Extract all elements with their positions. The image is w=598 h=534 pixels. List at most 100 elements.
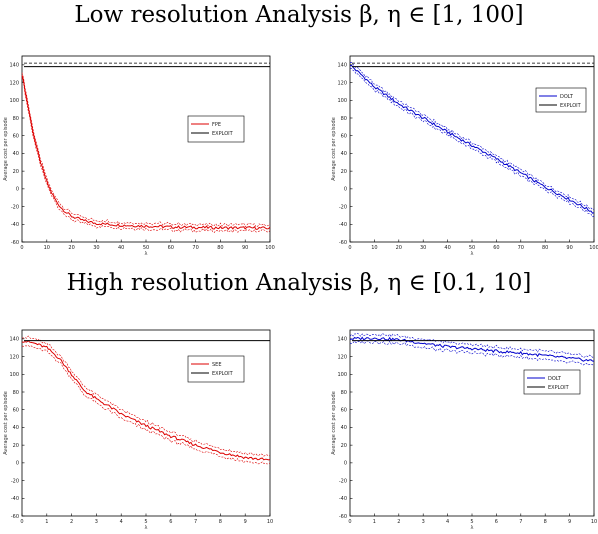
y-tick-label: 60 [341,408,347,414]
x-tick-label: 0 [20,519,23,525]
plot-frame [349,55,595,243]
legend-label-exploit: EXPLOIT [212,131,234,137]
y-tick-label: -40 [339,222,347,228]
x-tick-label: 100 [589,245,598,251]
y-tick-label: 20 [13,443,19,449]
x-tick-label: 80 [542,245,548,251]
series-band-lower-dolt [349,68,595,218]
x-tick-label: 20 [396,245,402,251]
legend-box [187,115,245,143]
y-axis-label: Average cost per episode [3,391,9,455]
y-tick-label: 140 [9,337,19,343]
y-tick-label: 0 [16,187,19,193]
x-tick-label: 50 [143,245,149,251]
series-band-lower-dolt [349,340,595,366]
x-tick-label: 2 [397,519,400,525]
y-tick-label: 80 [13,116,19,122]
series-band-upper-fpe [21,72,271,228]
y-tick-label: 120 [9,354,19,360]
x-tick-label: 10 [267,519,273,525]
x-tick-label: 1 [373,519,376,525]
y-tick-label: 100 [337,372,347,378]
y-tick-label: 140 [337,63,347,69]
x-tick-label: 70 [192,245,198,251]
legend-box [523,369,581,395]
y-tick-label: -60 [339,240,347,246]
y-tick-label: 120 [337,354,347,360]
y-tick-label: -60 [11,514,19,520]
y-tick-label: 80 [341,390,347,396]
series-line-fpe [21,74,271,230]
x-tick-label: 0 [348,245,351,251]
series-band-lower-see [21,345,271,465]
y-tick-label: -20 [11,204,19,210]
x-tick-label: 20 [68,245,74,251]
x-tick-label: 8 [544,519,547,525]
x-tick-label: 60 [493,245,499,251]
series-band-upper-dolt [349,332,595,358]
y-tick-label: 0 [344,461,347,467]
y-axis-label: Average cost per episode [3,117,9,181]
x-tick-label: 90 [242,245,248,251]
x-tick-label: 6 [169,519,172,525]
y-tick-label: -60 [11,240,19,246]
x-tick-label: 9 [568,519,571,525]
x-tick-label: 10 [44,245,50,251]
y-tick-label: 140 [9,63,19,69]
x-axis-label: λ [471,251,474,257]
x-tick-label: 60 [168,245,174,251]
y-tick-label: 140 [337,337,347,343]
y-tick-label: 100 [9,98,19,104]
series-band-upper-dolt [349,62,595,210]
y-tick-label: -20 [339,478,347,484]
y-tick-label: 60 [341,134,347,140]
y-tick-label: 40 [13,425,19,431]
series-line-see [21,340,271,461]
x-axis-label: λ [471,525,474,531]
x-tick-label: 1 [45,519,48,525]
y-tick-label: -20 [339,204,347,210]
y-tick-label: -40 [339,496,347,502]
x-tick-label: 4 [446,519,449,525]
x-tick-label: 100 [265,245,275,251]
x-tick-label: 90 [566,245,572,251]
y-tick-label: 20 [341,169,347,175]
legend-label-dolt: DOLT [560,94,574,100]
y-axis-label: Average cost per episode [331,391,337,455]
chart-low-fpe: 0 10 20 30 40 50 60 70 80 90 100 -60 -40 -20 0 20 40 60 80… [3,55,275,257]
legend-label-exploit: EXPLOIT [560,103,582,109]
x-tick-label: 30 [420,245,426,251]
series-line-dolt [349,64,595,214]
high-resolution-title: High resolution Analysis β, η ∈ [0.1, 10… [66,270,532,296]
chart-high-dolt: 0 1 2 3 4 5 6 7 8 9 10 -60 -40 -20 0 20 40 60 80 100 120 140 λ… [331,329,597,531]
series-band-lower-fpe [21,77,271,233]
x-axis-label: λ [145,525,148,531]
x-tick-label: 80 [217,245,223,251]
y-tick-label: 0 [344,187,347,193]
x-tick-label: 6 [495,519,498,525]
y-tick-label: 0 [16,461,19,467]
y-axis-label: Average cost per episode [331,117,337,181]
y-tick-label: -40 [11,496,19,502]
plot-frame [349,329,595,517]
x-tick-label: 5 [470,519,473,525]
legend-label-see: SEE [212,362,222,368]
legend-label-fpe: FPE [212,122,221,128]
x-axis-label: λ [145,251,148,257]
y-tick-label: 80 [13,390,19,396]
legend-label-exploit: EXPLOIT [212,371,234,377]
chart-low-dolt: 0 10 20 30 40 50 60 70 80 90 100 -60 -40 -20 0 20 40 60 80… [331,55,598,257]
y-tick-label: 40 [13,151,19,157]
series-line-dolt [349,336,595,362]
y-tick-label: 80 [341,116,347,122]
series-band-upper-see [21,335,271,457]
y-tick-label: 100 [9,372,19,378]
y-tick-label: 60 [13,408,19,414]
y-tick-label: 120 [9,80,19,86]
x-tick-label: 10 [591,519,597,525]
y-tick-label: 20 [341,443,347,449]
legend-label-dolt: DOLT [548,376,562,382]
y-tick-label: 40 [341,425,347,431]
x-tick-label: 4 [120,519,123,525]
y-tick-label: 100 [337,98,347,104]
